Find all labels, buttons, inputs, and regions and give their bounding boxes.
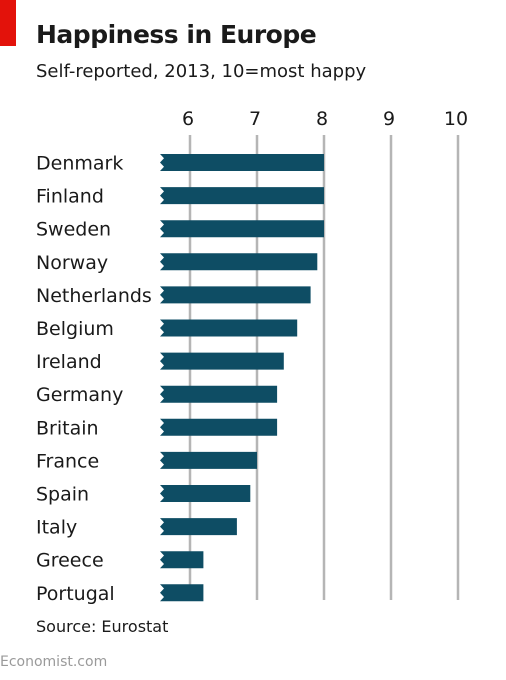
bar-italy bbox=[160, 518, 237, 536]
category-label-britain: Britain bbox=[36, 417, 99, 439]
bar-denmark bbox=[160, 154, 324, 171]
chart-title: Happiness in Europe bbox=[36, 20, 317, 49]
x-tick-label-7: 7 bbox=[249, 108, 261, 130]
bar-sweden bbox=[160, 220, 324, 238]
accent-tag bbox=[0, 0, 16, 46]
category-label-denmark: Denmark bbox=[36, 153, 123, 175]
bar-belgium bbox=[160, 319, 298, 337]
source-note: Source: Eurostat bbox=[36, 617, 169, 636]
category-label-spain: Spain bbox=[36, 484, 89, 506]
bar-germany bbox=[160, 385, 278, 403]
category-label-belgium: Belgium bbox=[36, 318, 114, 340]
brand-logo-text: Economist.com bbox=[0, 654, 108, 670]
bar-greece bbox=[160, 551, 204, 569]
category-label-netherlands: Netherlands bbox=[36, 285, 152, 307]
category-label-france: France bbox=[36, 450, 99, 472]
chart-subtitle: Self-reported, 2013, 10=most happy bbox=[36, 61, 367, 82]
bar-portugal bbox=[160, 584, 204, 602]
category-label-greece: Greece bbox=[36, 550, 104, 572]
x-tick-label-9: 9 bbox=[383, 108, 395, 130]
bar-norway bbox=[160, 253, 318, 271]
bar-britain bbox=[160, 418, 278, 436]
bar-netherlands bbox=[160, 286, 311, 304]
x-tick-label-8: 8 bbox=[316, 108, 328, 130]
category-label-portugal: Portugal bbox=[36, 583, 115, 605]
bar-chart: 6 7 8 9 10 Denmark Finland Sweden Norway Netherla… bbox=[36, 108, 468, 605]
bar-france bbox=[160, 451, 257, 469]
bar-ireland bbox=[160, 352, 284, 370]
category-label-ireland: Ireland bbox=[36, 351, 102, 373]
category-label-sweden: Sweden bbox=[36, 219, 111, 241]
x-tick-label-6: 6 bbox=[182, 108, 194, 130]
category-label-norway: Norway bbox=[36, 252, 108, 274]
bar-spain bbox=[160, 485, 251, 502]
bar-finland bbox=[160, 187, 324, 205]
category-label-finland: Finland bbox=[36, 186, 104, 208]
category-label-italy: Italy bbox=[36, 517, 77, 539]
category-label-germany: Germany bbox=[36, 384, 123, 406]
x-tick-label-10: 10 bbox=[444, 108, 468, 130]
